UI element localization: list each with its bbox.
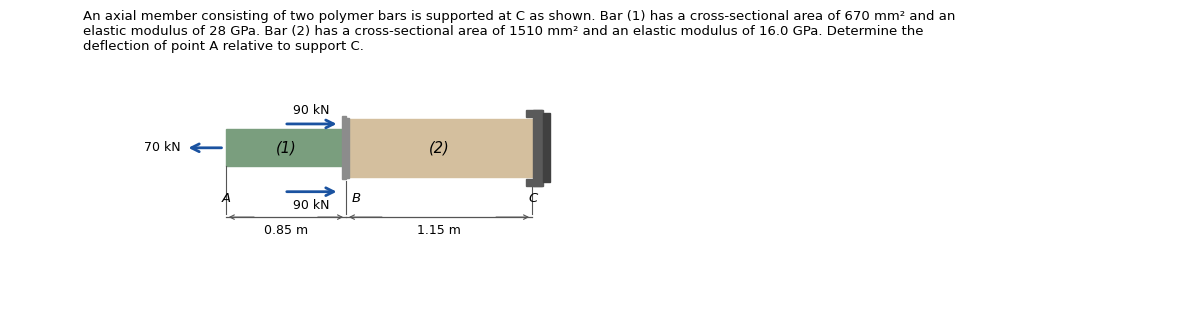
Text: 0.85 m: 0.85 m — [264, 224, 307, 237]
Text: 90 kN: 90 kN — [293, 104, 330, 117]
Bar — [345, 119, 532, 177]
Bar — [544, 113, 551, 182]
Text: B: B — [351, 193, 361, 205]
Text: (2): (2) — [429, 140, 450, 155]
Bar — [226, 129, 345, 166]
Bar — [526, 110, 541, 117]
Text: 70 kN: 70 kN — [144, 141, 180, 154]
Bar — [526, 179, 541, 185]
Bar — [533, 110, 544, 185]
Text: A: A — [221, 193, 230, 205]
Bar — [345, 118, 349, 178]
Text: C: C — [528, 193, 538, 205]
Text: An axial member consisting of two polymer bars is supported at C as shown. Bar (: An axial member consisting of two polyme… — [83, 10, 956, 53]
Bar — [342, 116, 345, 180]
Text: 90 kN: 90 kN — [293, 198, 330, 212]
Text: 1.15 m: 1.15 m — [417, 224, 461, 237]
Text: (1): (1) — [275, 140, 297, 155]
